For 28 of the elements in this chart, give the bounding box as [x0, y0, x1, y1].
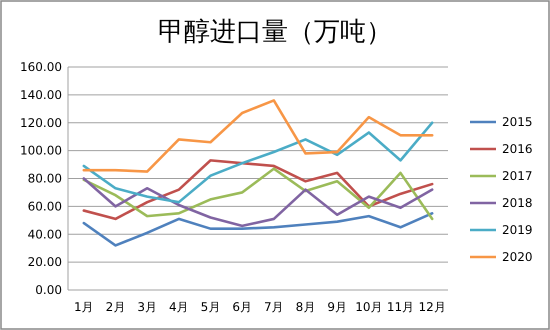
- x-tick-label: 10月: [355, 300, 382, 314]
- legend-label: 2017: [502, 169, 533, 183]
- x-tick-label: 3月: [137, 300, 157, 314]
- legend-label: 2018: [502, 196, 533, 210]
- y-tick-label: 120.00: [20, 116, 62, 130]
- legend-label: 2020: [502, 250, 533, 264]
- chart-title: 甲醇进口量（万吨）: [158, 17, 392, 47]
- x-tick-label: 8月: [296, 300, 316, 314]
- x-tick-label: 12月: [418, 300, 446, 314]
- x-tick-label: 2月: [106, 300, 126, 314]
- y-tick-label: 100.00: [20, 144, 62, 158]
- x-tick-label: 6月: [232, 300, 252, 314]
- y-tick-label: 160.00: [20, 60, 62, 74]
- y-tick-label: 20.00: [28, 255, 62, 270]
- legend-label: 2016: [502, 142, 533, 156]
- y-tick-label: 80.00: [28, 172, 62, 186]
- legend-label: 2015: [502, 115, 533, 129]
- x-tick-label: 9月: [327, 300, 347, 314]
- y-tick-label: 0.00: [35, 283, 62, 297]
- x-tick-label: 1月: [74, 300, 94, 314]
- x-tick-label: 7月: [264, 300, 284, 314]
- x-tick-label: 4月: [169, 300, 189, 314]
- x-tick-label: 5月: [200, 300, 220, 314]
- legend-label: 2019: [502, 223, 533, 237]
- y-tick-label: 140.00: [20, 88, 62, 102]
- x-tick-label: 11月: [386, 300, 414, 314]
- y-tick-label: 60.00: [28, 199, 62, 214]
- y-tick-label: 40.00: [28, 227, 62, 242]
